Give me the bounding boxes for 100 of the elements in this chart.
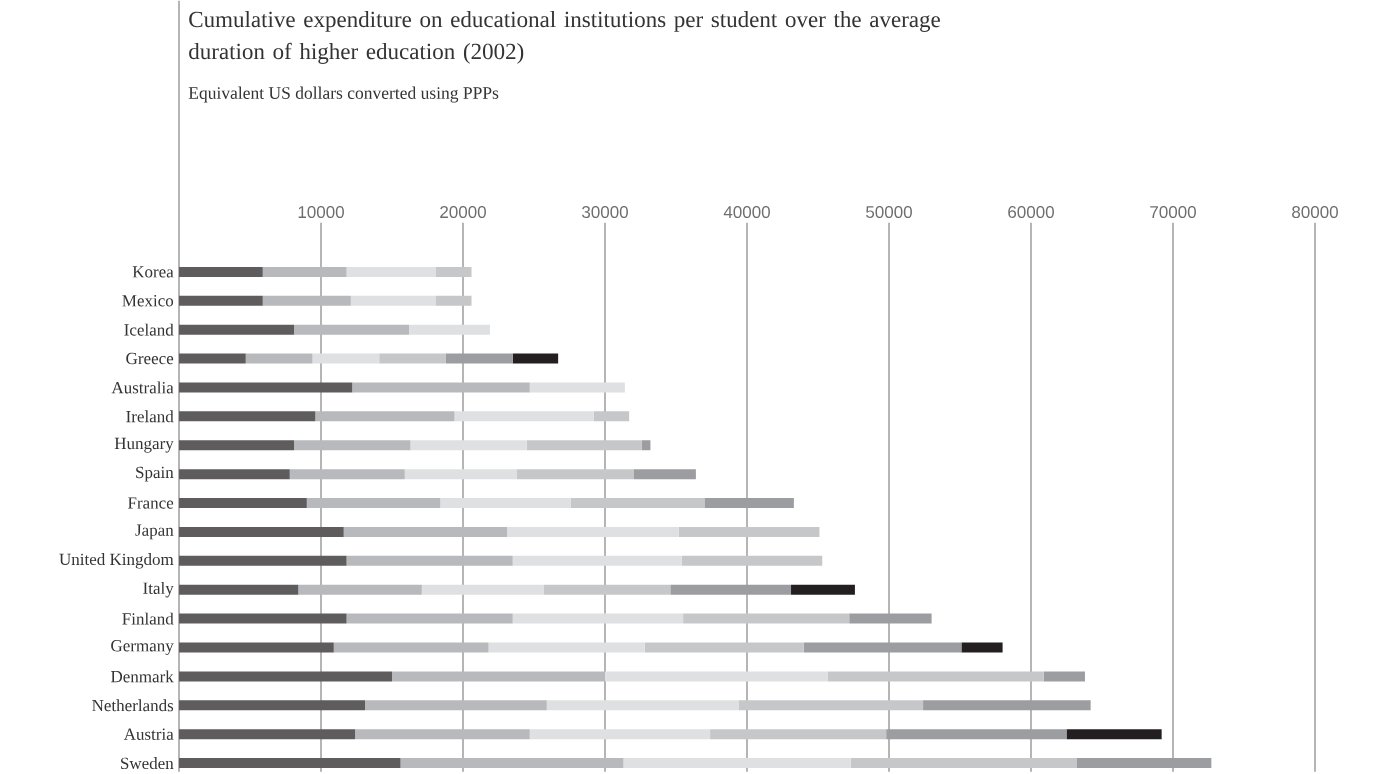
bar (289, 469, 405, 480)
bar (886, 729, 1067, 740)
x-tick-label: 50000 (866, 205, 912, 219)
bar (570, 498, 705, 509)
bar (827, 671, 1044, 682)
bar (179, 498, 307, 509)
y-tick-label: United Kingdom (59, 553, 174, 569)
bar (312, 353, 380, 364)
bar (410, 440, 527, 451)
y-tick-label: Denmark (110, 670, 174, 683)
chart-subtitle: Equivalent US dollars converted using PPPs (188, 86, 499, 103)
bar (644, 642, 804, 653)
bar (850, 758, 1077, 769)
bar (436, 295, 472, 306)
bar (623, 758, 851, 769)
bar (961, 642, 1003, 653)
bar (179, 469, 290, 480)
bar (791, 584, 855, 595)
bar (179, 266, 263, 277)
bar (683, 613, 850, 624)
bar (352, 382, 530, 393)
bar (350, 295, 437, 306)
bar (179, 526, 344, 537)
y-tick-label: Korea (132, 266, 174, 278)
bar (294, 324, 410, 335)
bar (306, 498, 441, 509)
bar (546, 700, 739, 711)
bar (641, 440, 651, 451)
y-tick-label: Iceland (124, 323, 174, 336)
bar (315, 411, 455, 422)
bar (710, 729, 887, 740)
y-tick-label: Australia (111, 381, 174, 394)
bar (379, 353, 446, 364)
bar (346, 613, 513, 624)
bar (1066, 729, 1162, 740)
x-tick-label: 80000 (1292, 205, 1338, 219)
bar (681, 555, 823, 566)
bar (346, 266, 437, 277)
bar (404, 469, 517, 480)
bar (343, 526, 508, 537)
bar (179, 555, 347, 566)
x-tick-label: 30000 (582, 205, 628, 219)
y-tick-label: Netherlands (92, 699, 174, 712)
bar (704, 498, 794, 509)
x-tick-label: 60000 (1008, 205, 1054, 219)
bar (179, 613, 347, 624)
bar (179, 584, 299, 595)
y-tick-label: Greece (126, 352, 174, 365)
bar (179, 382, 353, 393)
y-tick-label: France (127, 497, 174, 509)
bar (670, 584, 792, 595)
y-tick-label: Spain (136, 466, 174, 482)
bar (593, 411, 630, 422)
y-tick-label: Finland (122, 612, 174, 625)
y-tick-label: Mexico (122, 295, 174, 307)
bar (543, 584, 671, 595)
bar (512, 613, 684, 624)
bar (512, 555, 682, 566)
bar (440, 498, 571, 509)
bar (1043, 671, 1085, 682)
bar (488, 642, 645, 653)
x-tick-label: 40000 (723, 205, 770, 219)
bar (179, 295, 263, 306)
bar (355, 729, 530, 740)
bar (179, 671, 392, 682)
bar (529, 729, 711, 740)
bar (346, 555, 513, 566)
y-tick-label: Austria (123, 728, 174, 740)
y-tick-label: Hungary (114, 437, 174, 453)
x-tick-label: 70000 (1150, 205, 1196, 219)
bar (262, 295, 351, 306)
bar (421, 584, 544, 595)
bar (294, 440, 411, 451)
bar (849, 613, 932, 624)
bar (179, 353, 246, 364)
bar (923, 700, 1091, 711)
bar (365, 700, 547, 711)
bar (333, 642, 489, 653)
y-tick-label: Japan (135, 524, 174, 540)
bar (454, 411, 594, 422)
y-tick-label: Italy (143, 581, 174, 598)
bar (179, 642, 334, 653)
bar (516, 469, 634, 480)
bar (633, 469, 696, 480)
y-tick-label: Sweden (121, 757, 174, 770)
bar (179, 758, 401, 769)
bar (392, 671, 605, 682)
y-tick-label: Germany (111, 640, 174, 655)
bar (179, 411, 316, 422)
bar (678, 526, 820, 537)
bar (436, 266, 472, 277)
y-tick-label: Ireland (126, 410, 174, 423)
bar (179, 440, 295, 451)
bar (803, 642, 962, 653)
bar (298, 584, 422, 595)
bar (179, 729, 356, 740)
bar (400, 758, 624, 769)
bar (262, 266, 347, 277)
bar (529, 382, 625, 393)
bar (409, 324, 490, 335)
